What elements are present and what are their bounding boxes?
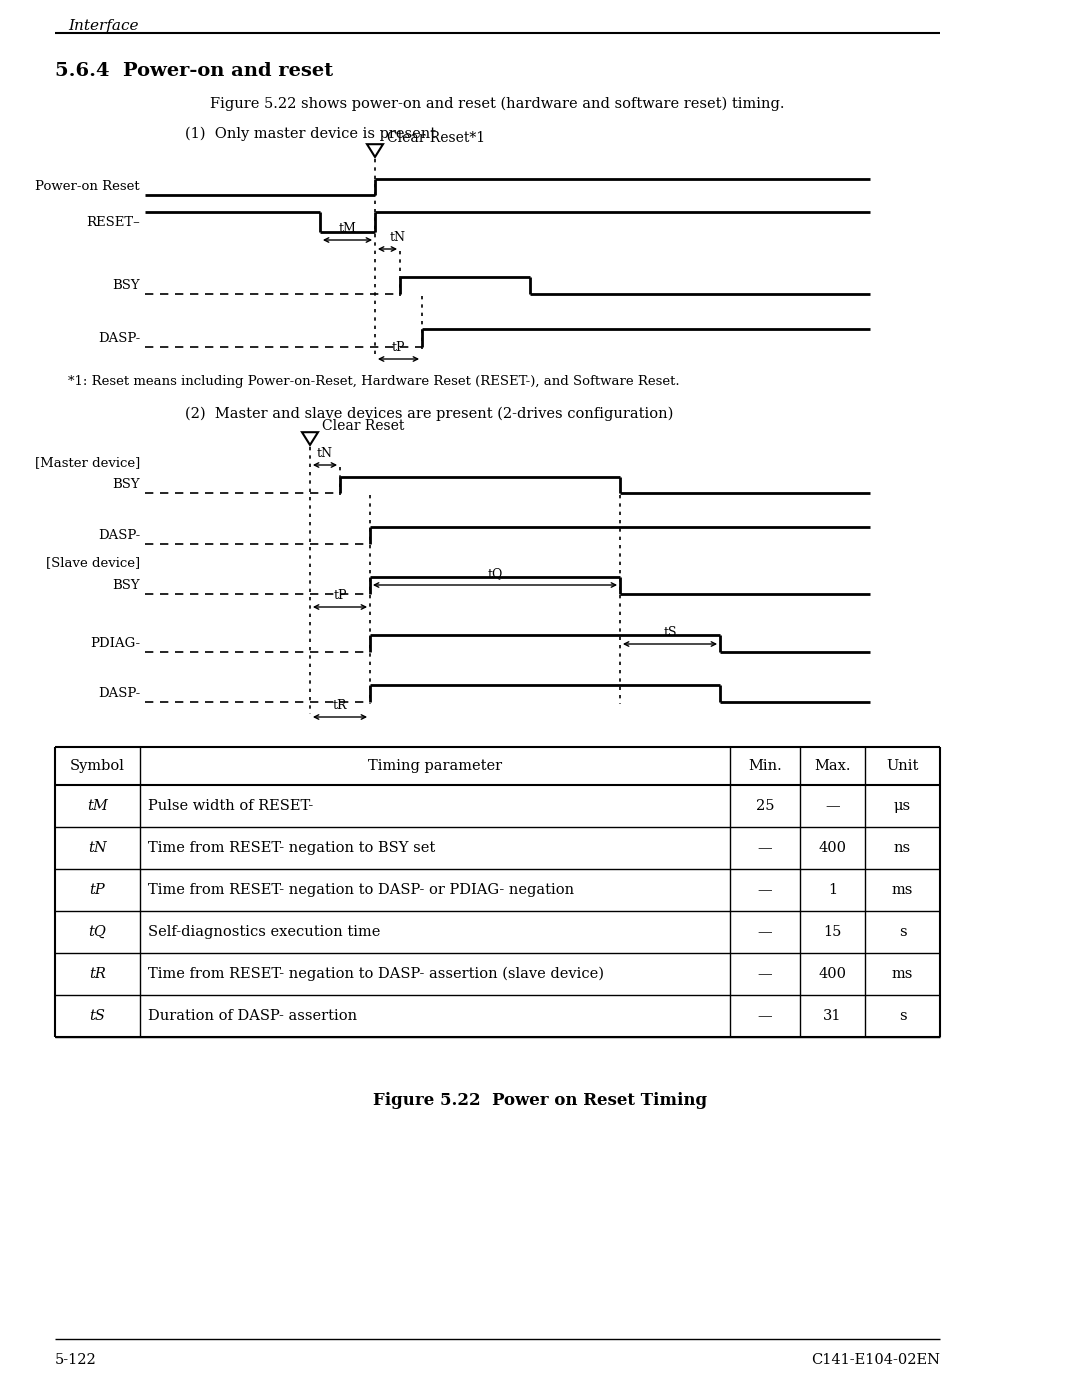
Text: tR: tR xyxy=(89,967,106,981)
Text: —: — xyxy=(758,967,772,981)
Text: Figure 5.22 shows power-on and reset (hardware and software reset) timing.: Figure 5.22 shows power-on and reset (ha… xyxy=(210,96,784,112)
Text: s: s xyxy=(899,925,906,939)
Text: tM: tM xyxy=(338,222,356,235)
Text: tS: tS xyxy=(663,626,677,638)
Text: 1: 1 xyxy=(828,883,837,897)
Text: 5.6.4  Power-on and reset: 5.6.4 Power-on and reset xyxy=(55,61,333,80)
Text: Unit: Unit xyxy=(887,759,919,773)
Text: ms: ms xyxy=(892,883,914,897)
Text: C141-E104-02EN: C141-E104-02EN xyxy=(811,1354,940,1368)
Text: Time from RESET- negation to DASP- or PDIAG- negation: Time from RESET- negation to DASP- or PD… xyxy=(148,883,575,897)
Text: RESET–: RESET– xyxy=(86,215,140,229)
Text: (2)  Master and slave devices are present (2-drives configuration): (2) Master and slave devices are present… xyxy=(185,407,673,422)
Text: (1)  Only master device is present: (1) Only master device is present xyxy=(185,127,436,141)
Text: tQ: tQ xyxy=(487,567,502,580)
Text: [Slave device]: [Slave device] xyxy=(45,556,140,569)
Text: Self-diagnostics execution time: Self-diagnostics execution time xyxy=(148,925,380,939)
Text: ns: ns xyxy=(894,841,912,855)
Text: —: — xyxy=(758,1009,772,1023)
Text: Symbol: Symbol xyxy=(70,759,125,773)
Text: s: s xyxy=(899,1009,906,1023)
Text: DASP-: DASP- xyxy=(98,687,140,700)
Text: 5-122: 5-122 xyxy=(55,1354,97,1368)
Text: —: — xyxy=(758,925,772,939)
Text: Power-on Reset: Power-on Reset xyxy=(36,180,140,194)
Text: Max.: Max. xyxy=(814,759,851,773)
Text: 25: 25 xyxy=(756,799,774,813)
Text: Pulse width of RESET-: Pulse width of RESET- xyxy=(148,799,313,813)
Text: Figure 5.22  Power on Reset Timing: Figure 5.22 Power on Reset Timing xyxy=(373,1092,707,1109)
Text: tN: tN xyxy=(89,841,107,855)
Text: 400: 400 xyxy=(819,841,847,855)
Text: Duration of DASP- assertion: Duration of DASP- assertion xyxy=(148,1009,357,1023)
Text: ms: ms xyxy=(892,967,914,981)
Text: DASP-: DASP- xyxy=(98,529,140,542)
Text: —: — xyxy=(758,883,772,897)
Text: 31: 31 xyxy=(823,1009,841,1023)
Text: Interface: Interface xyxy=(68,20,138,34)
Text: Clear Reset: Clear Reset xyxy=(322,419,404,433)
Text: tN: tN xyxy=(390,231,405,244)
Text: DASP-: DASP- xyxy=(98,331,140,345)
Text: 15: 15 xyxy=(823,925,841,939)
Text: [Master device]: [Master device] xyxy=(35,455,140,469)
Text: μs: μs xyxy=(894,799,912,813)
Text: Time from RESET- negation to BSY set: Time from RESET- negation to BSY set xyxy=(148,841,435,855)
Text: 400: 400 xyxy=(819,967,847,981)
Text: tP: tP xyxy=(392,341,405,353)
Text: Clear Reset*1: Clear Reset*1 xyxy=(387,131,485,145)
Text: BSY: BSY xyxy=(112,479,140,492)
Text: tQ: tQ xyxy=(89,925,107,939)
Text: —: — xyxy=(758,841,772,855)
Text: Min.: Min. xyxy=(748,759,782,773)
Text: Time from RESET- negation to DASP- assertion (slave device): Time from RESET- negation to DASP- asser… xyxy=(148,967,604,981)
Text: PDIAG-: PDIAG- xyxy=(90,637,140,650)
Text: BSY: BSY xyxy=(112,279,140,292)
Text: tM: tM xyxy=(87,799,108,813)
Text: tP: tP xyxy=(334,590,347,602)
Text: —: — xyxy=(825,799,840,813)
Text: BSY: BSY xyxy=(112,578,140,592)
Text: tS: tS xyxy=(90,1009,106,1023)
Text: *1: Reset means including Power-on-Reset, Hardware Reset (RESET-), and Software : *1: Reset means including Power-on-Reset… xyxy=(68,374,679,388)
Text: tP: tP xyxy=(90,883,106,897)
Text: tR: tR xyxy=(333,698,348,712)
Text: tN: tN xyxy=(318,447,333,460)
Text: Timing parameter: Timing parameter xyxy=(368,759,502,773)
